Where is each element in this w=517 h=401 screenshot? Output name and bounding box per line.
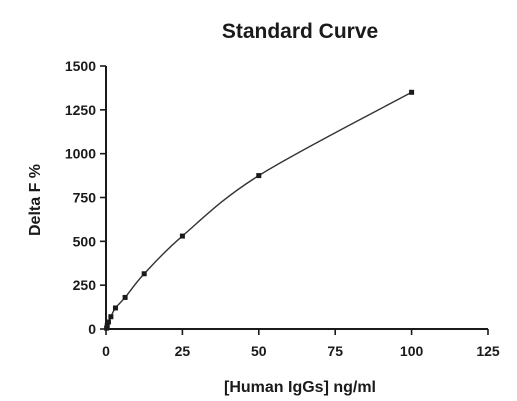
data-points (104, 89, 415, 331)
data-point (104, 325, 110, 331)
data-point (179, 233, 185, 239)
data-point (104, 322, 110, 328)
chart-title: Standard Curve (222, 20, 378, 43)
data-point (112, 305, 118, 311)
x-tick-label: 50 (251, 343, 267, 359)
y-tick-label: 0 (88, 321, 96, 337)
x-tick-label: 25 (175, 343, 191, 359)
axes (105, 66, 488, 330)
x-tick-label: 125 (476, 343, 500, 359)
x-tick-label: 75 (327, 343, 343, 359)
y-ticks: 0 250 500 750 1000 1250 1500 (65, 58, 106, 337)
data-point (108, 314, 114, 320)
y-tick-label: 1000 (65, 146, 96, 162)
y-tick-label: 1500 (65, 58, 96, 74)
data-point (141, 271, 147, 277)
y-tick-label: 250 (73, 277, 97, 293)
data-point (122, 294, 128, 300)
y-axis-label: Delta F % (27, 164, 44, 236)
x-tick-label: 0 (102, 343, 110, 359)
y-tick-label: 500 (73, 233, 97, 249)
data-point (105, 319, 111, 325)
x-axis-label: [Human IgGs] ng/ml (224, 379, 376, 396)
x-ticks: 0 25 50 75 100 125 (102, 329, 500, 359)
y-tick-label: 750 (73, 190, 97, 206)
x-tick-label: 100 (400, 343, 424, 359)
data-point (409, 89, 415, 95)
y-tick-label: 1250 (65, 102, 96, 118)
fit-curve (105, 91, 412, 330)
data-point (256, 173, 262, 179)
